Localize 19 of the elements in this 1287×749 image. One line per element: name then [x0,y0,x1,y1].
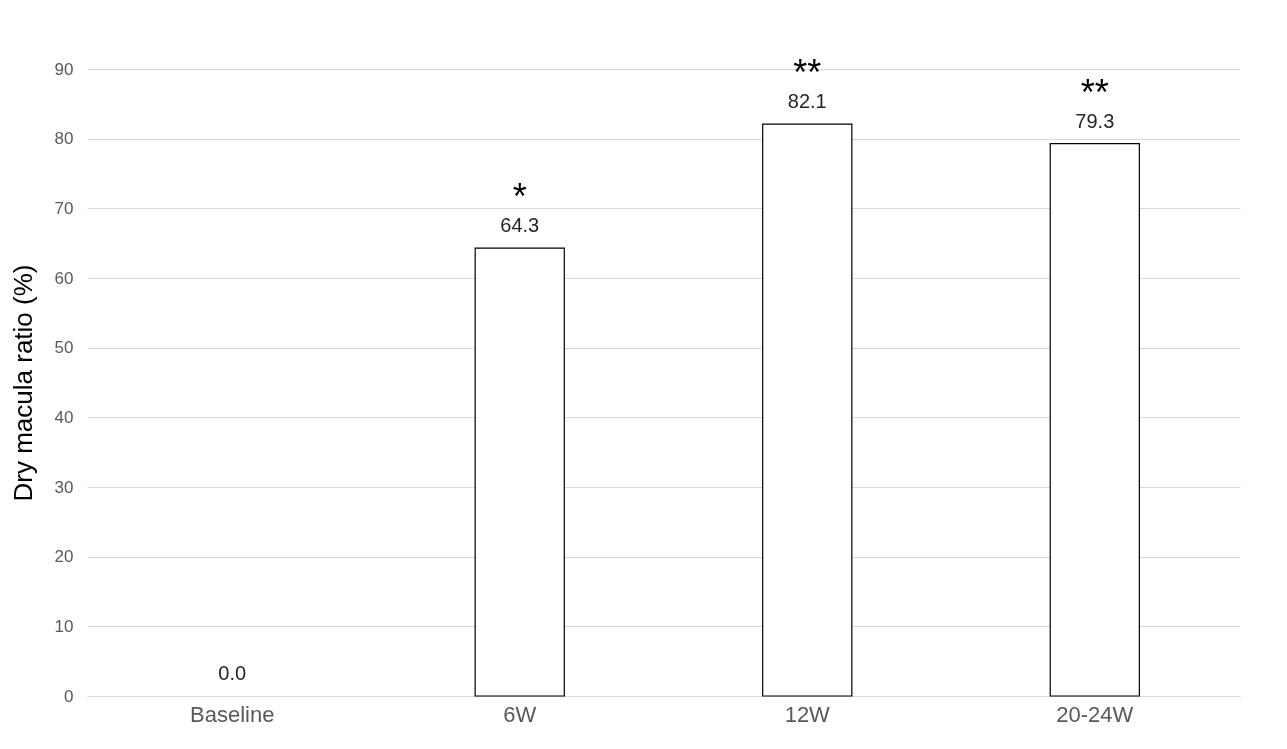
bar [474,247,565,697]
y-tick-label: 10 [54,616,74,636]
bar [762,123,853,697]
y-axis-title: Dry macula ratio (%) [7,264,38,502]
y-tick-label: 40 [54,407,74,427]
y-tick-label: 90 [54,59,74,79]
bar [1049,142,1140,697]
x-tick-label: 12W [784,701,831,727]
y-tick-label: 80 [54,129,74,149]
y-tick-label: 0 [64,686,74,706]
y-tick-label: 30 [54,477,74,497]
y-tick-label: 20 [54,547,74,567]
x-tick-label: 6W [503,701,537,727]
y-tick-label: 50 [54,338,74,358]
data-label: 0.0 [218,662,247,684]
y-tick-label: 70 [54,198,74,218]
x-tick-label: Baseline [190,701,275,727]
y-tick-label: 60 [54,268,74,288]
x-tick-label: 20-24W [1056,701,1134,727]
